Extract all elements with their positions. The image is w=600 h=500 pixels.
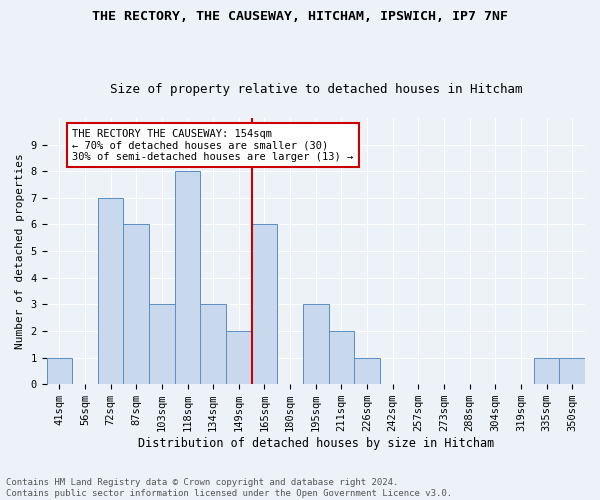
Bar [534, 358, 559, 384]
Bar [354, 358, 380, 384]
Bar [149, 304, 175, 384]
Bar [303, 304, 329, 384]
Bar [226, 331, 251, 384]
Bar [559, 358, 585, 384]
Bar [329, 331, 354, 384]
Bar [98, 198, 124, 384]
Bar [47, 358, 72, 384]
Bar [175, 171, 200, 384]
Bar [200, 304, 226, 384]
Y-axis label: Number of detached properties: Number of detached properties [15, 153, 25, 349]
Text: Contains HM Land Registry data © Crown copyright and database right 2024.
Contai: Contains HM Land Registry data © Crown c… [6, 478, 452, 498]
Text: THE RECTORY, THE CAUSEWAY, HITCHAM, IPSWICH, IP7 7NF: THE RECTORY, THE CAUSEWAY, HITCHAM, IPSW… [92, 10, 508, 23]
Bar [251, 224, 277, 384]
Text: THE RECTORY THE CAUSEWAY: 154sqm
← 70% of detached houses are smaller (30)
30% o: THE RECTORY THE CAUSEWAY: 154sqm ← 70% o… [72, 128, 353, 162]
Bar [124, 224, 149, 384]
Title: Size of property relative to detached houses in Hitcham: Size of property relative to detached ho… [110, 83, 522, 96]
X-axis label: Distribution of detached houses by size in Hitcham: Distribution of detached houses by size … [137, 437, 494, 450]
